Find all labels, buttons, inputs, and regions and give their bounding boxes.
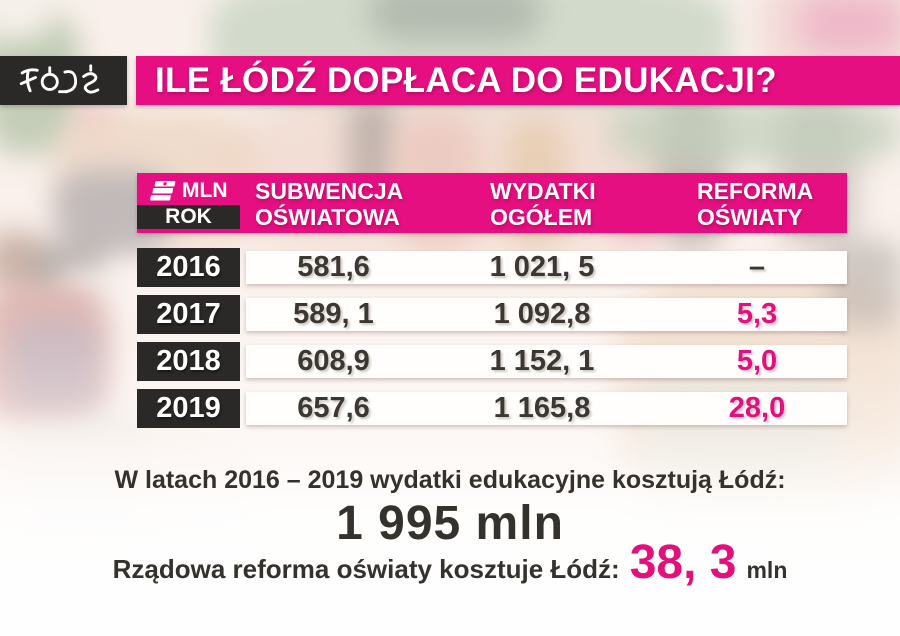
lodz-logo-box (0, 56, 127, 105)
year-box-2016: 2016 (137, 248, 240, 287)
banknotes-icon (150, 181, 176, 201)
cell-reforma-2018: 5,0 (736, 345, 778, 377)
cell-wydatki-2019: 1 165,8 (493, 392, 591, 424)
column-header-subwencja: SUBWENCJA OŚWIATOWA (255, 178, 404, 230)
year-box-2019: 2019 (137, 389, 240, 428)
cell-wydatki-2018: 1 152, 1 (489, 345, 595, 377)
reform-cost-label: Rządowa reforma oświaty kosztuje Łódź: (112, 554, 620, 584)
column-header-wydatki: WYDATKI OGÓŁEM (490, 178, 596, 230)
cell-reforma-2017: 5,3 (736, 298, 778, 330)
year-box-2017: 2017 (137, 295, 240, 334)
unit-cell: MLN (146, 177, 228, 205)
table-header: MLN ROK SUBWENCJA OŚWIATOWA WYDATKI OGÓŁ… (137, 173, 847, 233)
page-title: ILE ŁÓDŹ DOPŁACA DO EDUKACJI? (155, 60, 777, 100)
rok-label-box: ROK (137, 205, 240, 229)
cell-reforma-2019: 28,0 (728, 392, 786, 424)
summary-line1: W latach 2016 – 2019 wydatki edukacyjne … (114, 466, 786, 494)
cell-subwencja-2019: 657,6 (297, 392, 370, 424)
cell-subwencja-2016: 581,6 (297, 251, 370, 283)
cell-wydatki-2017: 1 092,8 (493, 298, 591, 330)
reform-cost-value: 38, 3 (629, 536, 737, 589)
year-box-2018: 2018 (137, 342, 240, 381)
cell-reforma-2016: – (748, 251, 766, 283)
cell-subwencja-2018: 608,9 (297, 345, 370, 377)
lodz-logo-icon (19, 63, 99, 94)
row-bar-2016: 581,6 1 021, 5 – (246, 251, 847, 284)
cell-wydatki-2016: 1 021, 5 (489, 251, 595, 283)
row-bar-2019: 657,6 1 165,8 28,0 (246, 392, 847, 425)
summary-total: 1 995 mln (336, 497, 564, 550)
reform-cost-unit: mln (746, 557, 788, 583)
row-bar-2017: 589, 1 1 092,8 5,3 (246, 298, 847, 331)
cell-subwencja-2017: 589, 1 (293, 298, 374, 330)
unit-label: MLN (182, 179, 228, 202)
rok-label: ROK (165, 205, 212, 228)
column-header-reforma: REFORMA OŚWIATY (697, 178, 814, 230)
row-bar-2018: 608,9 1 152, 1 5,0 (246, 345, 847, 378)
summary-line3: Rządowa reforma oświaty kosztuje Łódź: 3… (0, 538, 900, 588)
title-bar: ILE ŁÓDŹ DOPŁACA DO EDUKACJI? (136, 56, 900, 105)
